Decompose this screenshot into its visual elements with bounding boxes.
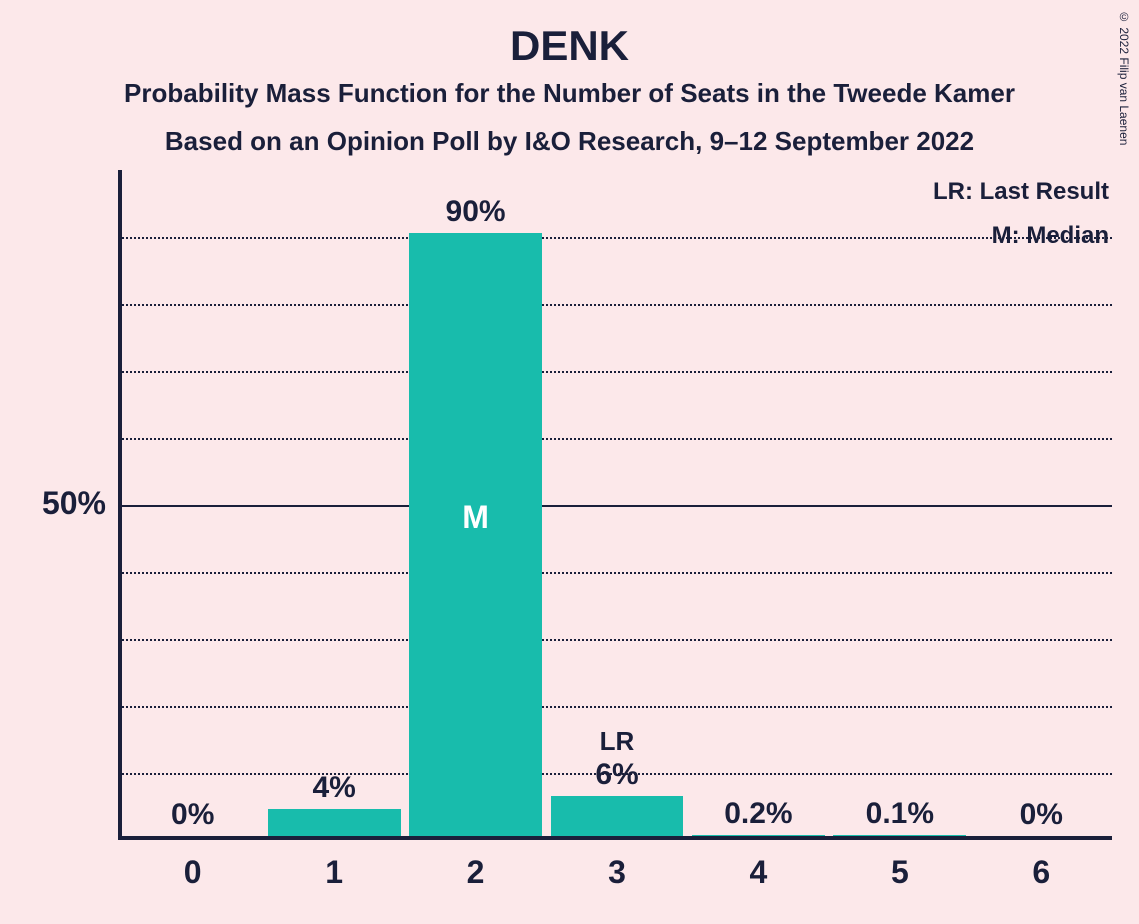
- x-tick-label: 0: [184, 854, 202, 891]
- bar-value-label: 6%: [595, 758, 638, 792]
- legend-lr: LR: Last Result: [933, 178, 1109, 206]
- bar-value-label: 4%: [312, 771, 355, 805]
- gridline: [122, 237, 1112, 239]
- bar-value-label: 0%: [171, 798, 214, 832]
- gridline: [122, 639, 1112, 641]
- bar: [833, 835, 966, 836]
- x-axis: [118, 836, 1112, 840]
- x-tick-label: 4: [750, 854, 768, 891]
- gridline: [122, 304, 1112, 306]
- bar-median-label: M: [462, 499, 489, 536]
- x-tick-label: 2: [467, 854, 485, 891]
- chart-subtitle-1: Probability Mass Function for the Number…: [0, 78, 1139, 109]
- x-tick-label: 6: [1032, 854, 1050, 891]
- bar-value-label: 0.1%: [866, 797, 934, 831]
- bar-value-label: 0.2%: [724, 797, 792, 831]
- x-tick-label: 3: [608, 854, 626, 891]
- bar-value-label: 0%: [1020, 798, 1063, 832]
- legend-m: M: Median: [992, 222, 1109, 250]
- bar-value-label: 90%: [446, 195, 506, 229]
- gridline-50: [122, 505, 1112, 507]
- gridline: [122, 438, 1112, 440]
- chart-title: DENK: [0, 22, 1139, 70]
- bar-lr-label: LR: [600, 726, 635, 757]
- chart-subtitle-2: Based on an Opinion Poll by I&O Research…: [0, 126, 1139, 157]
- bar: [692, 835, 825, 836]
- gridline: [122, 706, 1112, 708]
- copyright-label: © 2022 Filip van Laenen: [1117, 10, 1131, 145]
- gridline: [122, 572, 1112, 574]
- bar: [268, 809, 401, 836]
- gridline: [122, 371, 1112, 373]
- x-tick-label: 5: [891, 854, 909, 891]
- bar: [551, 796, 684, 836]
- y-label-50: 50%: [0, 485, 106, 522]
- x-tick-label: 1: [325, 854, 343, 891]
